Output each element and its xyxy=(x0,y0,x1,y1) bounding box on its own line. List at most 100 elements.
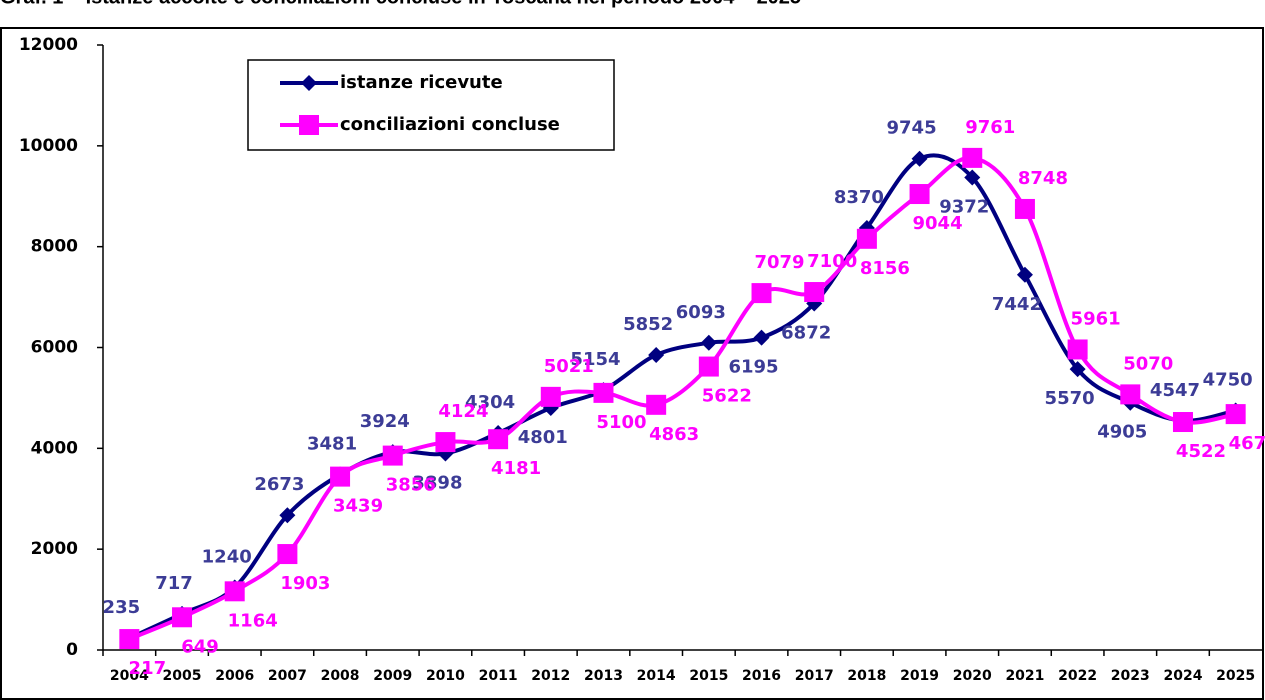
x-tick-label: 2006 xyxy=(215,668,254,684)
x-tick-label: 2025 xyxy=(1216,668,1255,684)
point xyxy=(911,150,928,167)
x-tick-label: 2012 xyxy=(531,668,570,684)
point xyxy=(753,329,770,346)
point xyxy=(964,169,981,186)
data-label: 4547 xyxy=(1150,380,1200,401)
data-label: 7100 xyxy=(807,251,857,272)
data-label: 9745 xyxy=(887,118,937,139)
x-tick-label: 2018 xyxy=(847,668,886,684)
x-tick-label: 2023 xyxy=(1111,668,1150,684)
chart-title: Graf. 1 – Istanze accolte e conciliazion… xyxy=(0,0,801,8)
data-label: 6195 xyxy=(728,357,778,378)
data-label: 217 xyxy=(129,658,167,679)
data-label: 5154 xyxy=(570,349,620,370)
point xyxy=(488,429,509,450)
x-tick-label: 2024 xyxy=(1163,668,1202,684)
x-tick-label: 2020 xyxy=(953,668,992,684)
data-label: 4522 xyxy=(1176,441,1226,462)
data-label: 7079 xyxy=(754,252,804,273)
y-tick-label: 4000 xyxy=(31,438,78,458)
x-tick-label: 2016 xyxy=(742,668,781,684)
y-tick-label: 10000 xyxy=(19,136,78,156)
data-label: 4304 xyxy=(465,392,515,413)
point xyxy=(382,445,403,466)
point xyxy=(119,629,140,650)
x-tick-label: 2019 xyxy=(900,668,939,684)
data-label: 4905 xyxy=(1097,422,1147,443)
x-tick-label: 2004 xyxy=(110,668,149,684)
x-tick-label: 2014 xyxy=(637,668,676,684)
point xyxy=(279,507,296,524)
data-label: 1164 xyxy=(228,610,278,631)
x-tick-label: 2017 xyxy=(795,668,834,684)
data-label: 5100 xyxy=(596,412,646,433)
data-label: 8156 xyxy=(860,258,910,279)
point xyxy=(804,282,825,303)
data-label: 4124 xyxy=(438,401,488,422)
data-label: 3481 xyxy=(307,433,357,454)
data-label: 5070 xyxy=(1123,353,1173,374)
data-label: 3856 xyxy=(386,475,436,496)
data-label: 4801 xyxy=(518,427,568,448)
point xyxy=(1069,361,1086,378)
data-label: 1240 xyxy=(202,546,252,567)
point xyxy=(698,356,719,377)
data-label: 3898 xyxy=(412,472,462,493)
point xyxy=(751,283,772,304)
data-label: 8370 xyxy=(834,187,884,208)
data-label: 7442 xyxy=(992,294,1042,315)
x-tick-label: 2015 xyxy=(689,668,728,684)
data-label: 5622 xyxy=(702,386,752,407)
point xyxy=(435,432,456,453)
point xyxy=(1067,339,1088,360)
x-tick-label: 2022 xyxy=(1058,668,1097,684)
point xyxy=(646,394,667,415)
x-tick-label: 2013 xyxy=(584,668,623,684)
chart-frame xyxy=(0,27,1264,700)
point xyxy=(1016,266,1033,283)
point xyxy=(1172,412,1193,433)
data-label: 8748 xyxy=(1018,168,1068,189)
data-label: 4679 xyxy=(1229,433,1265,454)
x-tick-label: 2005 xyxy=(163,668,202,684)
legend-label: istanze ricevute xyxy=(340,72,503,93)
data-label: 3439 xyxy=(333,496,383,517)
data-label: 9044 xyxy=(913,213,963,234)
data-label: 5570 xyxy=(1045,388,1095,409)
data-label: 649 xyxy=(181,636,219,657)
point xyxy=(648,346,665,363)
legend-marker xyxy=(299,115,319,135)
y-tick-label: 12000 xyxy=(19,35,78,55)
data-label: 6093 xyxy=(676,302,726,323)
point xyxy=(856,228,877,249)
point xyxy=(700,334,717,351)
data-label: 2673 xyxy=(254,474,304,495)
data-label: 6872 xyxy=(781,323,831,344)
point xyxy=(909,184,930,205)
point xyxy=(1120,384,1141,405)
data-label: 235 xyxy=(103,597,141,618)
y-tick-label: 8000 xyxy=(31,237,78,257)
point xyxy=(277,544,298,565)
data-label: 4750 xyxy=(1203,370,1253,391)
y-tick-label: 6000 xyxy=(31,338,78,358)
data-label: 9372 xyxy=(939,196,989,217)
point xyxy=(172,607,193,628)
data-label: 9761 xyxy=(965,117,1015,138)
x-tick-label: 2008 xyxy=(321,668,360,684)
point xyxy=(330,466,351,487)
x-tick-label: 2010 xyxy=(426,668,465,684)
legend-marker xyxy=(301,75,317,91)
data-label: 1903 xyxy=(280,573,330,594)
data-label: 5961 xyxy=(1071,308,1121,329)
point xyxy=(593,382,614,403)
point xyxy=(962,147,983,168)
data-label: 4181 xyxy=(491,458,541,479)
x-tick-label: 2007 xyxy=(268,668,307,684)
point xyxy=(1225,404,1246,425)
data-label: 5852 xyxy=(623,314,673,335)
x-tick-label: 2021 xyxy=(1005,668,1044,684)
x-tick-label: 2009 xyxy=(373,668,412,684)
y-tick-label: 2000 xyxy=(31,539,78,559)
